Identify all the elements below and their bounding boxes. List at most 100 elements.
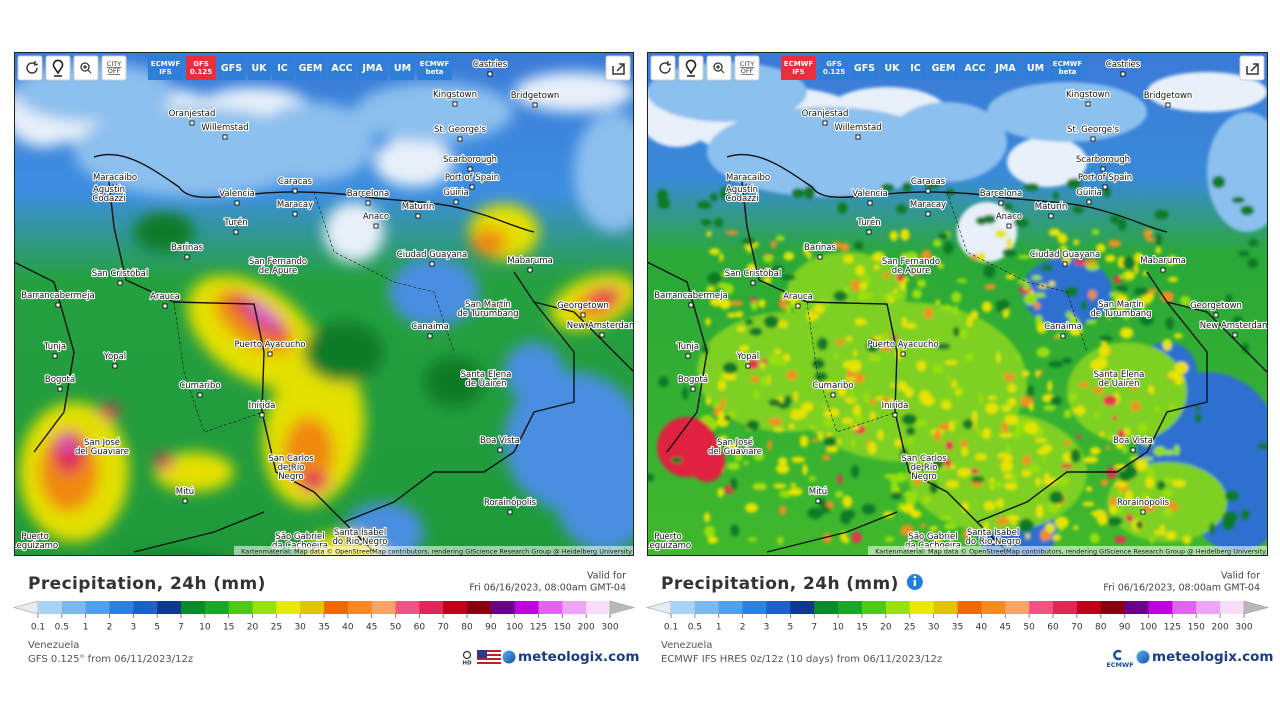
model-button[interactable] (929, 56, 958, 80)
precip-area (886, 400, 895, 407)
city-label: Güiria (443, 188, 468, 198)
precip-area (842, 495, 853, 508)
city-marker (467, 166, 473, 172)
precip-area (1209, 522, 1216, 536)
city-marker (184, 254, 190, 260)
precip-area (1018, 518, 1034, 533)
model-button[interactable] (851, 56, 878, 80)
city-toggle[interactable] (101, 55, 127, 81)
precip-area (689, 442, 725, 482)
city-marker (365, 200, 371, 206)
city-label: Willemstad (201, 123, 248, 133)
model-button[interactable] (296, 56, 325, 80)
model-button[interactable] (218, 56, 245, 80)
model-label-line: ECMWF (151, 60, 181, 68)
model-label: ACC (964, 63, 985, 74)
precip-area (1023, 182, 1040, 191)
model-button[interactable] (905, 56, 926, 80)
city-label: Yopal (103, 352, 126, 362)
legend-swatch (1124, 601, 1149, 614)
model-button[interactable] (148, 56, 183, 80)
legend-label: 45 (1000, 623, 1011, 633)
tool-button[interactable] (17, 55, 43, 81)
city-label: Mabaruma (507, 256, 553, 266)
city-label: Turén (856, 217, 880, 228)
city-label: San Carlos de Río Negro (901, 454, 947, 482)
legend-swatch (1053, 601, 1078, 614)
model-label-line: UM (394, 63, 411, 74)
model-label-line: beta (1059, 68, 1077, 76)
model-button[interactable] (358, 56, 387, 80)
precip-area (938, 515, 952, 521)
model-button[interactable] (186, 56, 216, 80)
valid-label: Valid for (587, 571, 626, 582)
precip-area (1091, 229, 1100, 235)
precip-area (284, 417, 334, 487)
precip-area (1156, 480, 1166, 491)
city-label-line: Barinas (804, 243, 836, 253)
precip-area (1168, 255, 1177, 265)
brand: meteologix.com (518, 649, 639, 665)
model-button[interactable] (417, 56, 452, 80)
model-button[interactable] (272, 56, 293, 80)
model-button[interactable] (1024, 56, 1047, 80)
city-label: Boa Vista (1113, 436, 1153, 446)
precip-area (832, 241, 841, 249)
precip-area (1122, 444, 1128, 455)
legend-swatch (862, 601, 887, 614)
zoom-icon (80, 62, 90, 72)
precip-area (1163, 507, 1173, 517)
precip-area (939, 397, 952, 403)
precip-area (960, 439, 968, 450)
legend-swatch (538, 601, 563, 614)
precip-area (843, 254, 854, 264)
model-label-line: IC (277, 63, 288, 74)
city-label: San Martín de Turumbang (457, 300, 518, 319)
precip-area (806, 251, 812, 260)
precip-area (780, 274, 796, 281)
model-button[interactable] (391, 56, 414, 80)
map-frame (14, 52, 634, 556)
city-label: Puerto Leguízamo (12, 532, 58, 551)
precip-area (1144, 228, 1151, 240)
precip-area (53, 430, 85, 474)
precip-area (914, 266, 919, 278)
model-button[interactable] (248, 56, 270, 80)
tool-button[interactable] (45, 55, 71, 81)
tool-button[interactable] (678, 55, 704, 81)
precip-area (1122, 312, 1131, 320)
legend-label: 25 (904, 623, 915, 633)
tool-button[interactable] (73, 55, 99, 81)
share-button[interactable] (1239, 55, 1265, 81)
info-icon-bar (913, 580, 917, 586)
city-label-line: Santa Isabel (334, 528, 386, 538)
precip-area (713, 218, 724, 228)
tool-button[interactable] (706, 55, 732, 81)
precip-area (835, 490, 844, 498)
share-button[interactable] (605, 55, 631, 81)
city-marker (117, 280, 123, 286)
precip-area (1107, 516, 1123, 526)
state-line (806, 191, 1088, 433)
model-button[interactable] (1050, 56, 1085, 80)
model-button[interactable] (991, 56, 1020, 80)
precip-area (1130, 382, 1138, 391)
precip-area (1162, 488, 1173, 498)
precip-area (1137, 422, 1149, 433)
model-button[interactable] (881, 56, 903, 80)
precip-area (703, 512, 711, 523)
model-button[interactable] (328, 56, 356, 80)
precip-area (1155, 246, 1162, 254)
precip-area (837, 385, 847, 397)
model-button[interactable] (819, 56, 849, 80)
tool-button[interactable] (650, 55, 676, 81)
city-marker (267, 351, 273, 357)
precip-area (1047, 252, 1061, 258)
precip-area (1025, 533, 1030, 539)
model-button[interactable] (961, 56, 989, 80)
city-toggle[interactable] (734, 55, 760, 81)
city-label-line: Puerto (654, 532, 682, 542)
precip-area (996, 517, 1009, 525)
model-label-line: ACC (964, 63, 985, 74)
model-button[interactable] (781, 56, 816, 80)
